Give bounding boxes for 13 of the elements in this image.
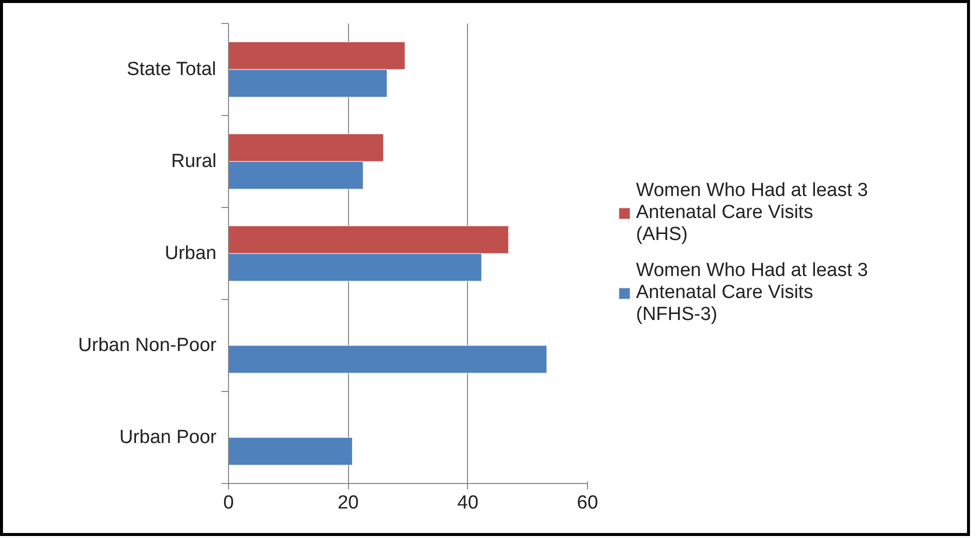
y-tick-label: Urban Poor xyxy=(119,427,218,448)
legend-label: Women Who Had at least 3 Antenatal Care Visits (NFHS-3) xyxy=(636,260,868,326)
y-tick-label: Rural xyxy=(171,151,217,172)
legend-label: Women Who Had at least 3 Antenatal Care Visits (AHS) xyxy=(636,180,868,246)
x-tick-label: 20 xyxy=(338,492,359,514)
x-tick-label: 40 xyxy=(457,492,478,514)
y-tick-label: Urban xyxy=(164,243,216,264)
y-tick-label: State Total xyxy=(126,59,216,80)
y-tick-label: Urban Non-Poor xyxy=(78,335,218,356)
bar xyxy=(228,345,548,374)
x-tick-label: 60 xyxy=(576,492,598,514)
bar xyxy=(228,437,353,466)
x-tick-label: 0 xyxy=(223,492,234,514)
